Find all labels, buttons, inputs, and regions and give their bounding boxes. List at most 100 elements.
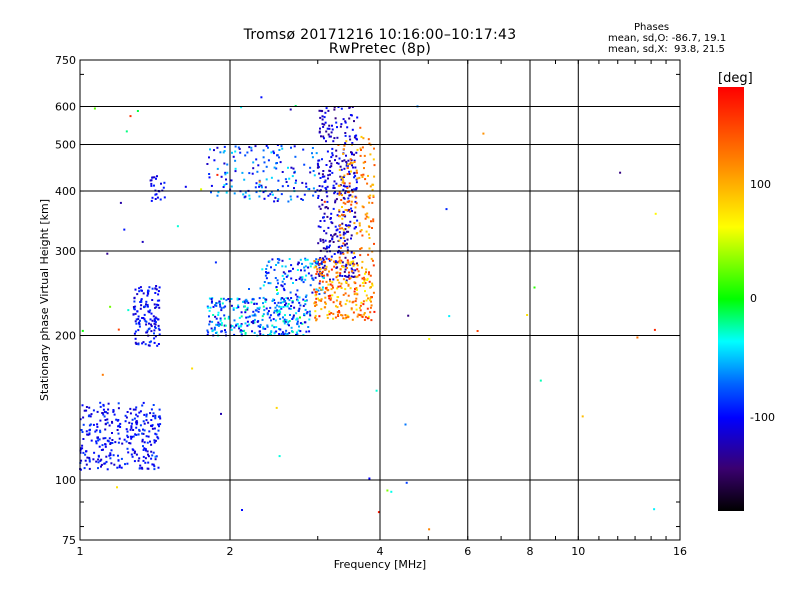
echo-point — [308, 318, 311, 321]
echo-point — [290, 166, 293, 169]
echo-point — [354, 215, 357, 218]
echo-point — [348, 200, 351, 203]
echo-point — [335, 263, 338, 266]
echo-point — [125, 440, 128, 443]
echo-point — [318, 315, 321, 318]
echo-point — [272, 318, 275, 321]
echo-point — [268, 316, 271, 319]
echo-point — [129, 428, 132, 431]
echo-point — [285, 297, 288, 300]
echo-point — [149, 440, 151, 443]
echo-point — [269, 306, 272, 309]
echo-point — [158, 299, 161, 302]
echo-point — [344, 185, 347, 188]
echo-point — [331, 128, 334, 131]
echo-point — [293, 171, 296, 174]
echo-point — [341, 265, 344, 268]
echo-point — [342, 201, 345, 204]
echo-point — [404, 423, 407, 426]
echo-point — [341, 194, 343, 197]
echo-point — [336, 306, 339, 309]
echo-point — [334, 201, 337, 204]
echo-point — [304, 278, 307, 281]
echo-point — [124, 414, 127, 417]
echo-point — [240, 324, 243, 327]
echo-point — [250, 301, 253, 304]
echo-point — [84, 453, 87, 456]
echo-point — [88, 433, 91, 436]
echo-point — [86, 433, 89, 436]
echo-point — [149, 318, 152, 321]
echo-point — [147, 421, 150, 424]
echo-point — [109, 305, 112, 308]
echo-point — [259, 287, 262, 290]
echo-point — [79, 448, 82, 451]
echo-point — [343, 159, 346, 162]
echo-point — [312, 187, 315, 190]
echo-point — [361, 176, 364, 178]
x-tick-label: 10 — [571, 545, 585, 558]
echo-point — [218, 300, 221, 303]
echo-point — [332, 317, 335, 320]
echo-point — [359, 284, 362, 287]
echo-point — [151, 463, 154, 466]
echo-point — [332, 286, 334, 289]
echo-point — [326, 316, 329, 319]
echo-point — [246, 324, 249, 327]
echo-point — [291, 318, 294, 320]
echo-point — [321, 110, 324, 113]
echo-point — [266, 264, 269, 267]
echo-point — [135, 406, 138, 409]
echo-point — [320, 308, 323, 311]
echo-point — [297, 261, 300, 264]
x-tick-label: 4 — [377, 545, 384, 558]
echo-point — [309, 265, 312, 268]
echo-point — [134, 337, 137, 340]
echo-point — [333, 253, 336, 255]
echo-point — [102, 437, 105, 440]
echo-point — [353, 293, 356, 296]
echo-point — [332, 278, 335, 281]
echo-point — [288, 299, 291, 302]
echo-point — [342, 242, 345, 245]
echo-point — [364, 217, 367, 220]
echo-point — [304, 257, 307, 260]
echo-point — [323, 268, 326, 271]
echo-point — [304, 259, 307, 262]
echo-point — [340, 168, 343, 171]
echo-point — [250, 321, 253, 324]
echo-point — [337, 296, 340, 299]
echo-point — [117, 459, 120, 462]
echo-point — [251, 172, 254, 175]
echo-point — [109, 441, 112, 444]
echo-point — [322, 238, 325, 241]
echo-point — [314, 314, 317, 317]
echo-point — [355, 202, 358, 205]
echo-point — [290, 198, 293, 201]
echo-point — [336, 235, 339, 238]
echo-point — [153, 465, 156, 468]
echo-point — [81, 447, 84, 450]
echo-point — [239, 329, 242, 332]
echo-point — [340, 178, 343, 181]
echo-point — [117, 407, 120, 410]
echo-point — [350, 307, 353, 310]
echo-point — [297, 329, 300, 332]
echo-point — [127, 309, 130, 312]
echo-point — [150, 419, 153, 421]
echo-point — [345, 160, 348, 163]
echo-point — [81, 444, 84, 447]
echo-point — [331, 147, 334, 150]
echo-point — [323, 264, 326, 267]
echo-point — [323, 116, 326, 119]
echo-point — [308, 313, 311, 315]
echo-point — [218, 323, 221, 326]
echo-point — [282, 316, 284, 319]
echo-point — [338, 231, 341, 234]
echo-point — [139, 301, 142, 303]
echo-point — [581, 415, 584, 418]
echo-point — [208, 176, 211, 179]
echo-point — [262, 313, 265, 316]
echo-point — [136, 293, 139, 296]
echo-point — [320, 288, 323, 291]
